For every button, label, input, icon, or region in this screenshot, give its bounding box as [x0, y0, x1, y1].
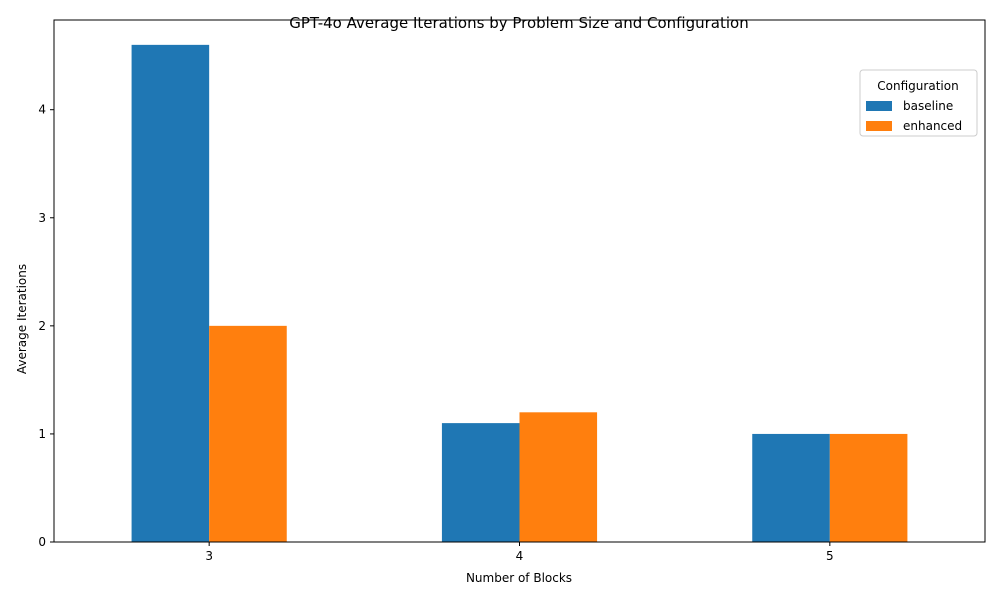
axes-layer: 0 1 2 3 4 3 4 5 — [38, 19, 986, 563]
y-tick-label: 3 — [38, 211, 46, 225]
legend-title: Configuration — [877, 79, 958, 93]
legend-swatch-baseline — [866, 101, 892, 111]
bar-enhanced-5 — [829, 433, 908, 542]
y-tick-label: 4 — [38, 103, 46, 117]
legend-entries: baseline enhanced — [866, 99, 962, 133]
bar-enhanced-3 — [209, 325, 287, 542]
bar-enhanced-4 — [519, 412, 598, 542]
x-tick-label: 4 — [516, 549, 524, 563]
legend-frame — [859, 69, 978, 137]
y-tick-label: 0 — [38, 535, 46, 549]
legend-swatch-enhanced — [866, 121, 892, 131]
y-axis-label: Average Iterations — [15, 264, 29, 374]
x-tick-label: 3 — [205, 549, 213, 563]
bars-layer — [131, 44, 908, 543]
bar-baseline-4 — [441, 423, 520, 542]
legend-label-enhanced: enhanced — [903, 119, 962, 133]
x-tick-label: 5 — [826, 549, 834, 563]
x-axis-label: Number of Blocks — [466, 571, 572, 585]
chart-title: GPT-4o Average Iterations by Problem Siz… — [289, 14, 748, 32]
bar-baseline-3 — [131, 44, 210, 543]
bar-baseline-5 — [752, 433, 830, 542]
legend: Configuration baseline enhanced — [859, 69, 978, 137]
legend-label-baseline: baseline — [903, 99, 953, 113]
y-tick-label: 2 — [38, 319, 46, 333]
y-tick-label: 1 — [38, 427, 46, 441]
